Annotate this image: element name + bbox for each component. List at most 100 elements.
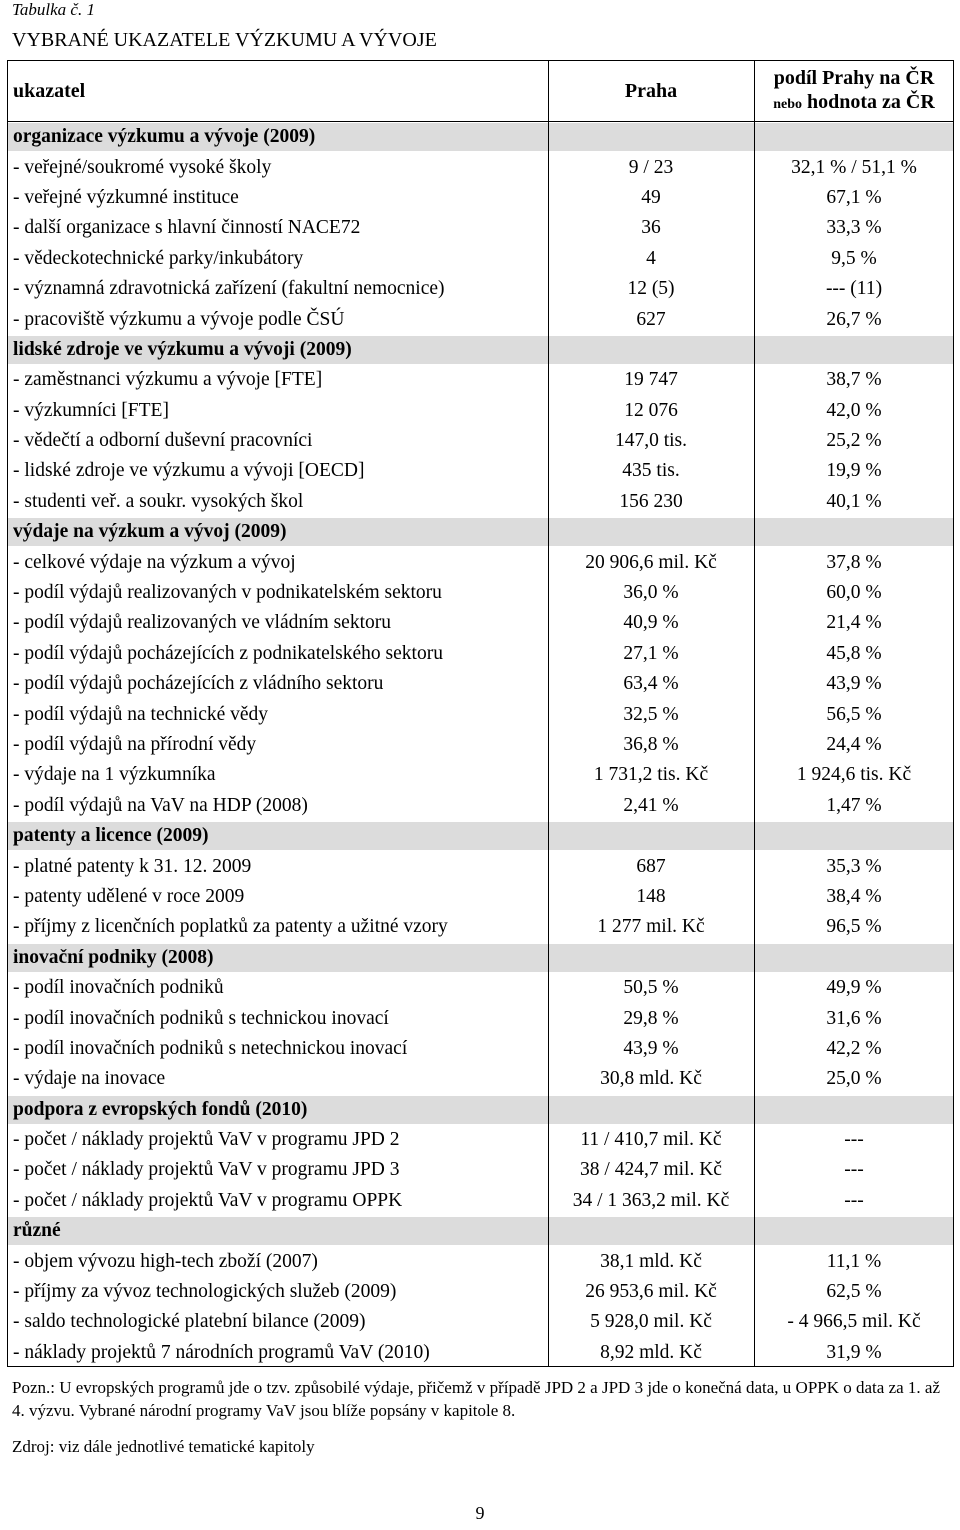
section-shading: [549, 518, 754, 547]
table-body: organizace výzkumu a vývoje (2009) - veře…: [8, 122, 953, 1368]
indicators-table: ukazatel Praha podíl Prahy na ČR nebo ho…: [7, 60, 954, 1367]
section-shading: [549, 1095, 754, 1124]
row-label: - počet / náklady projektů VaV v program…: [13, 1159, 400, 1181]
row-share-value: ---: [844, 1189, 864, 1211]
document-title: VYBRANÉ UKAZATELE VÝZKUMU A VÝVOJE: [12, 29, 437, 51]
header-share-line1: podíl Prahy na ČR: [773, 66, 935, 89]
section-shading: [8, 123, 548, 152]
row-praha-value: 50,5 %: [623, 977, 679, 999]
row-share-value: 24,4 %: [826, 734, 882, 755]
row-praha-value: 5 928,0 mil. Kč: [590, 1311, 712, 1333]
row-label: - zaměstnanci výzkumu a vývoje [FTE]: [13, 369, 323, 391]
row-share-value: 21,4 %: [826, 612, 882, 634]
row-share-value: 25,2 %: [826, 430, 882, 452]
row-label: - podíl výdajů na technické vědy: [13, 703, 269, 725]
table-row: - studenti veř. a soukr. vysokých škol 15…: [8, 487, 953, 517]
table-row: - podíl výdajů na VaV na HDP (2008) 2,41 …: [8, 791, 953, 821]
row-label: - podíl výdajů na VaV na HDP (2008): [13, 794, 308, 816]
row-share-value: 1,47 %: [826, 794, 882, 816]
row-share-value: 40,1 %: [826, 490, 882, 512]
row-praha-value: 38,1 mld. Kč: [600, 1250, 702, 1272]
table-row: - veřejné/soukromé vysoké školy 9 / 23 32,…: [8, 152, 953, 182]
row-share-value: 25,0 %: [826, 1068, 882, 1090]
row-share-value: 35,3 %: [826, 855, 882, 877]
section-shading: [755, 821, 953, 851]
row-praha-value: 11 / 410,7 mil. Kč: [580, 1129, 722, 1151]
row-share-value: 45,8 %: [826, 642, 882, 664]
row-praha-value: 49: [641, 186, 661, 208]
table-row: - patenty udělené v roce 2009 148 38,4 %: [8, 882, 953, 912]
table-note: Pozn.: U evropských programů jde o tzv. …: [12, 1378, 940, 1420]
row-label: - podíl inovačních podniků: [13, 977, 224, 999]
row-label: - celkové výdaje na výzkum a vývoj: [13, 551, 296, 573]
row-label: - náklady projektů 7 národních programů …: [13, 1341, 430, 1363]
row-label: - vědečtí a odborní duševní pracovníci: [13, 430, 313, 452]
section-title: výdaje na výzkum a vývoj (2009): [13, 521, 287, 543]
row-share-value: 43,9 %: [826, 673, 882, 695]
header-share-small: nebo: [773, 96, 802, 112]
row-label: - výzkumníci [FTE]: [13, 399, 169, 421]
row-share-value: 42,2 %: [826, 1037, 882, 1059]
table-row: - saldo technologické platební bilance (…: [8, 1307, 953, 1337]
row-label: - výdaje na inovace: [13, 1068, 166, 1090]
column-divider: [548, 61, 549, 1366]
table-row: - výdaje na 1 výzkumníka 1 731,2 tis. Kč 1…: [8, 760, 953, 790]
table-row: - počet / náklady projektů VaV v program…: [8, 1186, 953, 1216]
section-title: patenty a licence (2009): [13, 825, 209, 847]
row-label: - příjmy za vývoz technologických služeb…: [13, 1281, 397, 1303]
row-label: - lidské zdroje ve výzkumu a vývoji [OEC…: [13, 460, 365, 482]
row-share-value: 96,5 %: [826, 916, 882, 938]
row-share-value: - 4 966,5 mil. Kč: [787, 1311, 921, 1333]
row-share-value: 37,8 %: [826, 551, 882, 573]
section-shading: [8, 335, 548, 365]
header-share-line2: nebo hodnota za ČR: [773, 90, 935, 117]
row-share-value: 56,5 %: [826, 703, 882, 725]
row-label: - podíl výdajů realizovaných ve vládním …: [13, 612, 391, 634]
row-label: - výdaje na 1 výzkumníka: [13, 764, 216, 786]
row-label: - další organizace s hlavní činností NAC…: [13, 217, 361, 239]
row-label: - objem vývozu high-tech zboží (2007): [13, 1250, 318, 1272]
table-row: - významná zdravotnická zařízení (fakult…: [8, 274, 953, 304]
row-share-value: 32,1 % / 51,1 %: [791, 156, 917, 178]
row-share-value: 1 924,6 tis. Kč: [796, 764, 912, 786]
row-share-value: 62,5 %: [826, 1281, 882, 1303]
row-praha-value: 687: [636, 855, 666, 877]
row-label: - patenty udělené v roce 2009: [13, 885, 245, 907]
table-row: - podíl inovačních podniků s netechnicko…: [8, 1034, 953, 1064]
table-row: - veřejné výzkumné instituce 49 67,1 %: [8, 183, 953, 213]
section-shading: [8, 943, 548, 972]
row-praha-value: 627: [636, 308, 666, 330]
row-praha-value: 36,8 %: [623, 734, 679, 755]
section-shading: [755, 943, 953, 972]
row-praha-value: 1 277 mil. Kč: [597, 916, 705, 938]
row-label: - podíl inovačních podniků s technickou …: [13, 1007, 389, 1029]
section-title: organizace výzkumu a vývoje (2009): [13, 126, 316, 148]
section-shading: [549, 123, 754, 152]
row-share-value: 38,4 %: [826, 885, 882, 907]
row-praha-value: 4: [646, 247, 656, 269]
row-praha-value: 40,9 %: [623, 612, 679, 634]
section-row: organizace výzkumu a vývoje (2009): [8, 122, 953, 152]
row-label: - vědeckotechnické parky/inkubátory: [13, 247, 304, 269]
row-praha-value: 148: [636, 885, 666, 907]
header-indicator: ukazatel: [13, 79, 86, 102]
row-share-value: ---: [844, 1129, 864, 1151]
section-row: inovační podniky (2008): [8, 943, 953, 973]
section-shading: [8, 821, 548, 851]
section-shading: [755, 1217, 953, 1246]
table-row: - platné patenty k 31. 12. 2009 687 35,3 %: [8, 851, 953, 881]
table-row: - podíl výdajů pocházejících z podnikate…: [8, 639, 953, 669]
table-row: - výzkumníci [FTE] 12 076 42,0 %: [8, 396, 953, 426]
row-label: - platné patenty k 31. 12. 2009: [13, 855, 252, 877]
row-share-value: 42,0 %: [826, 399, 882, 421]
table-row: - náklady projektů 7 národních programů …: [8, 1338, 953, 1368]
row-praha-value: 12 (5): [627, 278, 675, 300]
row-share-value: 11,1 %: [826, 1250, 882, 1272]
table-row: - pracoviště výzkumu a vývoje podle ČSÚ 6…: [8, 304, 953, 334]
page-number: 9: [475, 1503, 485, 1523]
table-row: - příjmy za vývoz technologických služeb…: [8, 1277, 953, 1307]
table-caption: Tabulka č. 1: [12, 0, 95, 19]
section-shading: [549, 943, 754, 972]
header-share: podíl Prahy na ČR nebo hodnota za ČR: [754, 61, 954, 121]
row-label: - podíl výdajů na přírodní vědy: [13, 734, 257, 755]
